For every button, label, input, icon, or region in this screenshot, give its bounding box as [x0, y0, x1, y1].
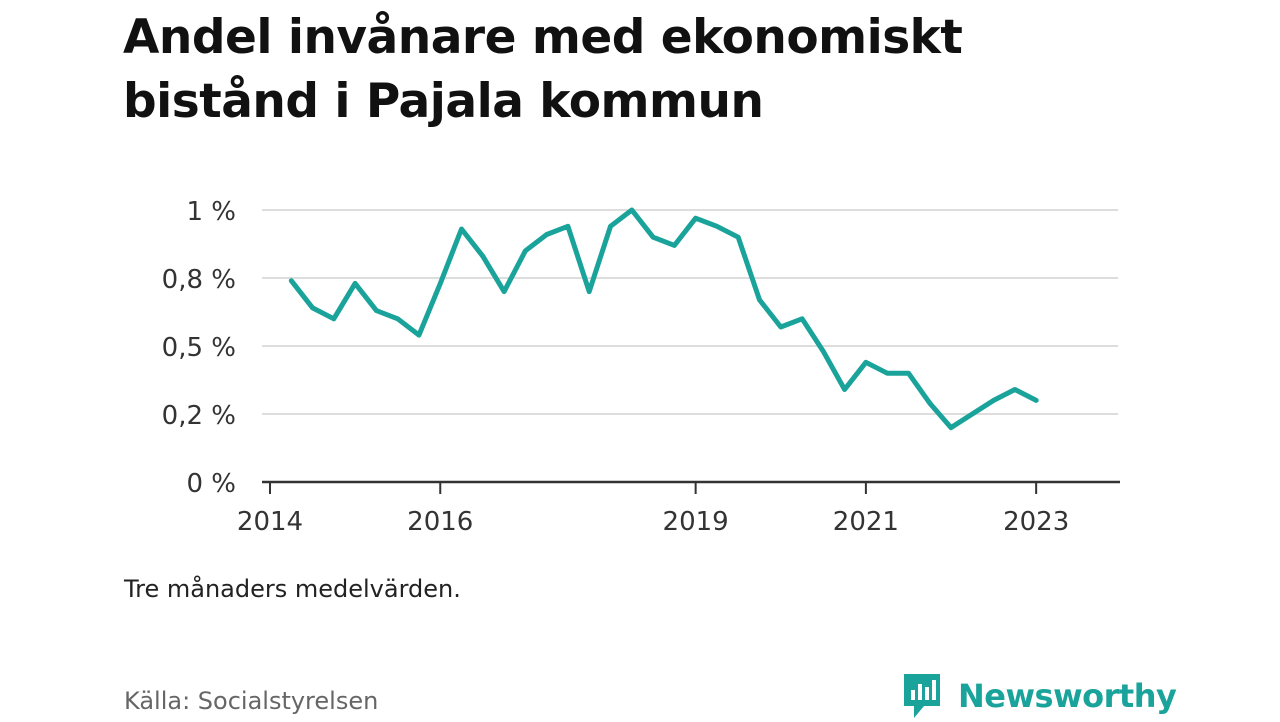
source-text: Källa: Socialstyrelsen: [124, 687, 379, 715]
y-tick-label: 0,2 %: [162, 401, 236, 431]
x-tick-label: 2014: [237, 507, 303, 537]
x-tick-label: 2023: [1003, 507, 1069, 537]
line-chart: 0 %0,2 %0,5 %0,8 %1 % 2014 2016 2019 2021 20…: [162, 197, 1120, 537]
x-tick-label: 2021: [833, 507, 899, 537]
newsworthy-logo-icon: [904, 674, 940, 718]
brand-logo: Newsworthy: [902, 670, 1177, 722]
series-line: [288, 207, 1039, 431]
chart-title: Andel invånare med ekonomiskt bistånd i …: [123, 10, 963, 129]
y-tick-label: 0,5 %: [162, 333, 236, 363]
y-tick-label: 0,8 %: [162, 265, 236, 295]
x-tick-label: 2019: [663, 507, 729, 537]
y-tick-label: 1 %: [186, 197, 236, 227]
brand-name: Newsworthy: [958, 677, 1177, 715]
x-axis-ticks: 2014 2016 2019 2021 2023: [237, 482, 1069, 537]
x-tick-label: 2016: [407, 507, 473, 537]
y-axis-tick-labels: 0 % 0,2 % 0,5 % 0,8 % 1 %: [162, 197, 236, 499]
series-group: [288, 207, 1039, 431]
y-tick-label: 0 %: [186, 469, 236, 499]
gridlines: [262, 209, 1118, 415]
chart-note: Tre månaders medelvärden.: [124, 575, 461, 603]
